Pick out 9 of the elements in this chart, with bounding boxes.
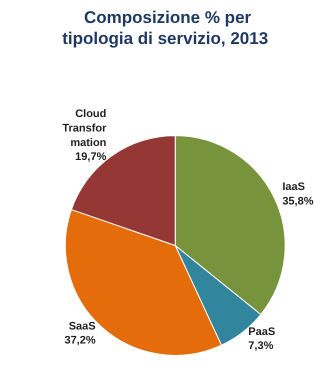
chart-title: Composizione % per tipologia di servizio, 2013: [62, 8, 268, 48]
slice-label: IaaS: [282, 181, 305, 194]
slice-label: Cloud Transfor mation: [62, 108, 108, 149]
data-label: 35,8%: [282, 195, 314, 208]
data-label: 37,2%: [64, 334, 96, 347]
data-label: 19,7%: [75, 151, 107, 164]
slice-label: PaaS: [248, 326, 276, 338]
data-label: 7,3%: [248, 340, 274, 352]
slice-label: SaaS: [68, 320, 96, 332]
